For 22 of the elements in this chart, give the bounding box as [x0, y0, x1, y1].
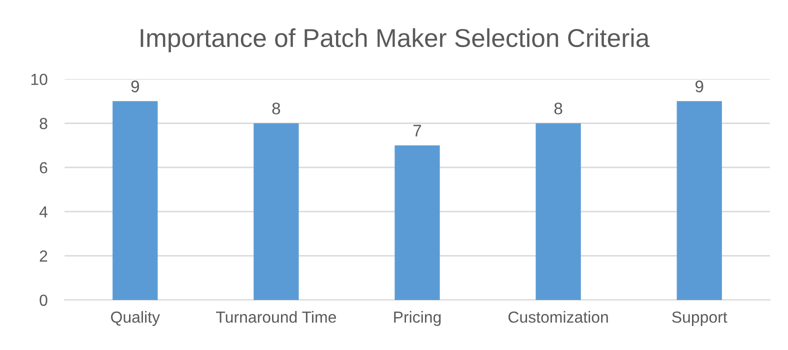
bar	[536, 123, 581, 300]
x-tick-label: Customization	[508, 311, 608, 323]
chart-title: Importance of Patch Maker Selection Criteria	[140, 28, 650, 52]
x-tick-label: Pricing	[394, 311, 441, 326]
data-label: 9	[695, 80, 704, 92]
bar	[394, 145, 440, 300]
bar	[676, 101, 722, 300]
y-tick-label: 0	[40, 294, 48, 306]
data-label: 8	[272, 102, 280, 114]
data-label: 9	[131, 80, 139, 92]
x-tick-label: Quality	[111, 311, 160, 326]
y-tick-label: 4	[39, 206, 48, 218]
data-label: 8	[554, 102, 562, 114]
y-tick-label: 8	[40, 118, 48, 130]
x-tick-label: Support	[672, 311, 728, 326]
bar	[254, 123, 299, 300]
data-label: 7	[413, 124, 422, 136]
y-tick-label: 6	[40, 162, 48, 174]
x-tick-label: Turnaround Time	[216, 311, 336, 323]
bar	[112, 101, 158, 300]
y-tick-label: 2	[40, 250, 48, 262]
y-tick-label: 10	[31, 74, 48, 86]
